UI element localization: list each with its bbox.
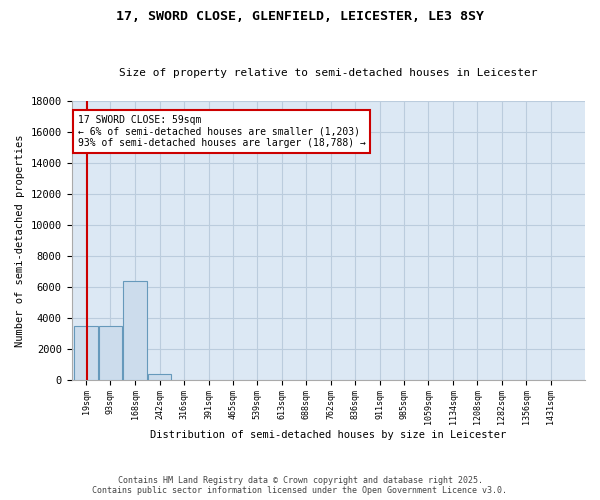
Text: 17 SWORD CLOSE: 59sqm
← 6% of semi-detached houses are smaller (1,203)
93% of se: 17 SWORD CLOSE: 59sqm ← 6% of semi-detac…: [77, 115, 365, 148]
Title: Size of property relative to semi-detached houses in Leicester: Size of property relative to semi-detach…: [119, 68, 538, 78]
Bar: [123, 280, 147, 380]
X-axis label: Distribution of semi-detached houses by size in Leicester: Distribution of semi-detached houses by …: [150, 430, 506, 440]
Bar: [148, 374, 172, 380]
Text: 17, SWORD CLOSE, GLENFIELD, LEICESTER, LE3 8SY: 17, SWORD CLOSE, GLENFIELD, LEICESTER, L…: [116, 10, 484, 23]
Bar: [74, 326, 98, 380]
Bar: [98, 326, 122, 380]
Text: Contains HM Land Registry data © Crown copyright and database right 2025.
Contai: Contains HM Land Registry data © Crown c…: [92, 476, 508, 495]
Y-axis label: Number of semi-detached properties: Number of semi-detached properties: [15, 134, 25, 346]
